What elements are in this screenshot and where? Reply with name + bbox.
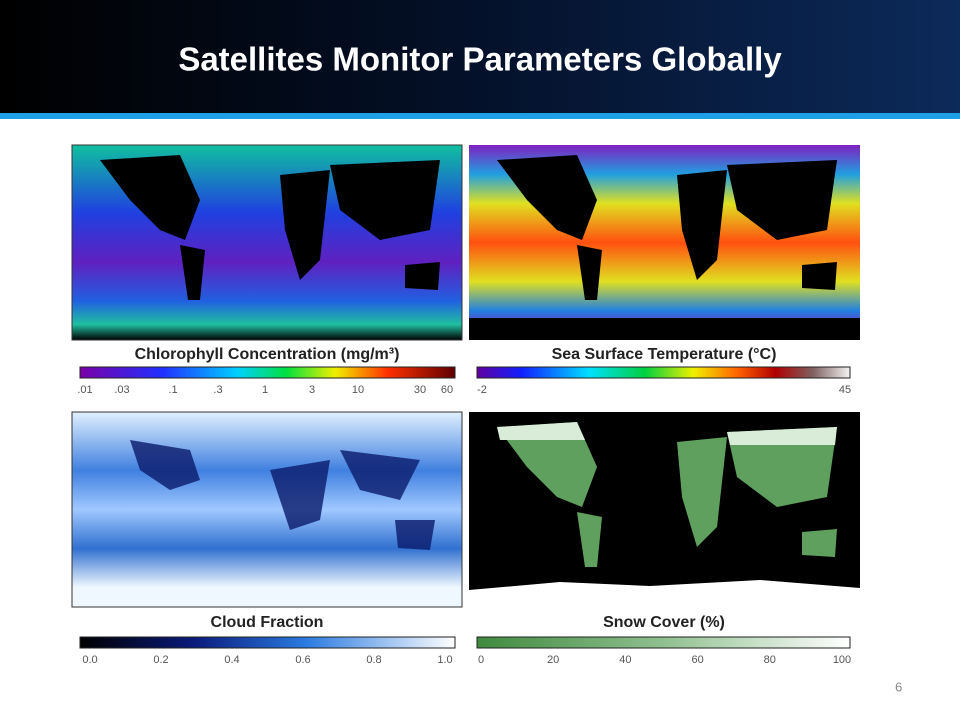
header-rule [0, 113, 960, 119]
page-number: 6 [895, 679, 902, 694]
colorbar [476, 636, 851, 649]
colorbar-tick-label: 30 [414, 384, 426, 396]
colorbar-tick-label: .01 [77, 384, 92, 396]
colorbar-tick-label: 100 [833, 654, 851, 666]
colorbar-tick-label: .3 [213, 384, 222, 396]
map-frame [71, 144, 463, 341]
panel-label: Sea Surface Temperature (°C) [552, 346, 777, 363]
chlorophyll-map [72, 145, 462, 340]
panel-label: Cloud Fraction [211, 614, 324, 631]
header [0, 0, 960, 113]
colorbar-tick-label: 1 [262, 384, 268, 396]
colorbar-tick-label: .03 [114, 384, 129, 396]
snow-map [469, 412, 860, 607]
colorbar-tick-label: 1.0 [437, 654, 452, 666]
colorbar-tick-label: 80 [764, 654, 776, 666]
colorbar-tick-label: 0.8 [366, 654, 381, 666]
colorbar-tick-label: 60 [441, 384, 453, 396]
colorbar-tick-label: 60 [691, 654, 703, 666]
map-frame [71, 411, 463, 608]
colorbar-tick-label: 0.4 [224, 654, 239, 666]
colorbar-tick-label: 3 [309, 384, 315, 396]
colorbar-tick-label: 0.2 [153, 654, 168, 666]
colorbar-tick-label: 0 [478, 654, 484, 666]
colorbar-tick-label: 10 [352, 384, 364, 396]
panel-label: Chlorophyll Concentration (mg/m³) [135, 346, 400, 363]
colorbar [79, 366, 456, 379]
colorbar-tick-label: -2 [477, 384, 487, 396]
colorbar-tick-label: 20 [547, 654, 559, 666]
slide-title: Satellites Monitor Parameters Globally [178, 41, 782, 78]
sst-map [469, 145, 860, 340]
colorbar [476, 366, 851, 379]
colorbar-tick-label: 40 [619, 654, 631, 666]
colorbar-tick-label: 0.6 [295, 654, 310, 666]
panel-label: Snow Cover (%) [603, 614, 725, 631]
colorbar [79, 636, 456, 649]
colorbar-tick-label: 0.0 [82, 654, 97, 666]
colorbar-tick-label: 45 [839, 384, 851, 396]
colorbar-tick-label: .1 [168, 384, 177, 396]
cloud-map [72, 412, 462, 607]
